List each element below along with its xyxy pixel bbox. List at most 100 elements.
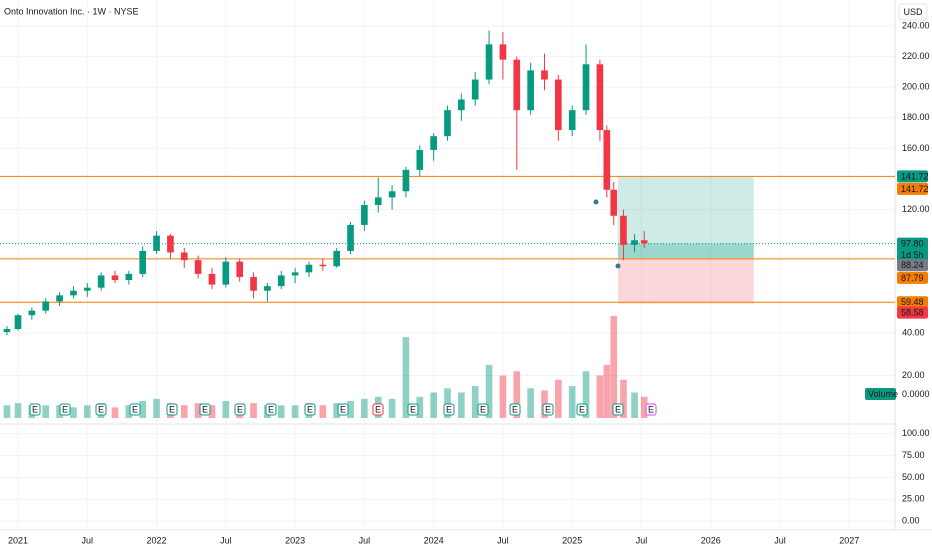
volume-bar [347,400,354,419]
earnings-label: E [480,404,486,414]
stop-label: 58.58 [901,307,924,317]
volume-bar [277,405,285,419]
volume-bar [250,403,257,419]
volume-bar [603,364,611,419]
currency-box[interactable] [898,3,928,21]
volume-tag: Volume [868,389,898,399]
candle-body [640,240,648,244]
level-box [897,271,928,284]
earnings-badge [542,403,554,416]
candle-body [527,70,534,111]
earnings-label: E [32,404,38,414]
earnings-badge [477,403,489,416]
volume-bar [139,400,147,419]
position-open-profit [617,243,754,259]
earnings-label: E [410,404,416,414]
target-label-box [897,170,928,183]
earnings-label: E [268,404,274,414]
volume-bar [222,400,230,419]
earnings-badge [407,403,419,416]
volume-bar [430,392,437,419]
earnings-label: E [545,404,551,414]
candle-body [388,191,396,198]
x-tick-label: 2024 [424,535,444,545]
volume-bar [610,315,618,419]
y-tick-label: 200.00 [902,82,930,92]
earnings-badge [166,403,178,416]
volume-bar [527,388,534,419]
candle-body [513,59,521,111]
volume-bar [180,405,188,419]
lower-tick-label: 25.00 [902,494,925,504]
x-tick-label: 2026 [701,535,721,545]
level-label: 59.48 [901,297,924,307]
earnings-label: E [62,404,68,414]
y-tick-label: 240.00 [902,20,930,30]
volume-bar [208,405,216,419]
candle-body [167,235,174,253]
candle-body [568,110,576,131]
candle-body [485,44,493,80]
x-tick-label: 2023 [285,535,305,545]
countdown: 1d 5h [901,250,924,260]
candle-body [125,273,133,281]
volume-bar [361,398,368,419]
x-tick-label: Jul [359,535,371,545]
volume-bar [513,371,521,419]
earnings-badge [612,403,624,416]
earnings-label: E [237,404,243,414]
earnings-label: E [446,404,452,414]
volume-bar [14,403,22,419]
earnings-label: E [375,404,381,414]
target-label: 141.72 [901,171,929,181]
candle-body [83,287,91,291]
volume-bar [333,403,340,419]
candle-body [14,315,22,329]
candle-body [264,286,271,291]
earnings-label: E [615,404,621,414]
volume-bar [471,386,479,419]
volume-bar [631,392,638,419]
volume-bar [568,386,576,419]
candle-body [610,189,618,216]
candle-body [153,235,160,251]
x-tick-label: Jul [82,535,94,545]
earnings-badge [129,403,141,416]
candle-body [541,70,548,80]
candle-body [416,149,424,170]
x-tick-label: Jul [220,535,232,545]
earnings-badge [304,403,316,416]
earnings-label: E [648,404,654,414]
volume-bar [485,364,493,419]
volume-bar [582,371,590,419]
candle-body [596,64,604,131]
candle-body [250,276,257,291]
earnings-label: E [132,404,138,414]
candle-body [444,110,451,137]
earnings-badge [199,403,211,416]
candle-body [277,275,285,287]
volume-bar [640,396,648,419]
volume-bar [153,398,160,419]
candle-body [555,79,562,131]
event-dot [615,263,621,269]
grid [0,0,895,530]
candle-body [603,130,611,190]
volume-bar [319,405,327,419]
volume-bar [416,396,424,419]
entry-label: 88.24 [901,260,924,270]
volume-bar [42,405,50,419]
candle-body [458,99,465,111]
volume-last: 0.0000 [902,389,930,399]
x-tick-label: 2025 [562,535,582,545]
lower-tick-label: 100.00 [902,428,930,438]
candle-body [56,295,63,302]
volume-bar [458,392,465,419]
candle-body [499,44,507,60]
volume-bar [70,407,77,419]
volume-bar [83,405,91,419]
y-tick-label: 220.00 [902,51,930,61]
candle-body [208,273,216,285]
